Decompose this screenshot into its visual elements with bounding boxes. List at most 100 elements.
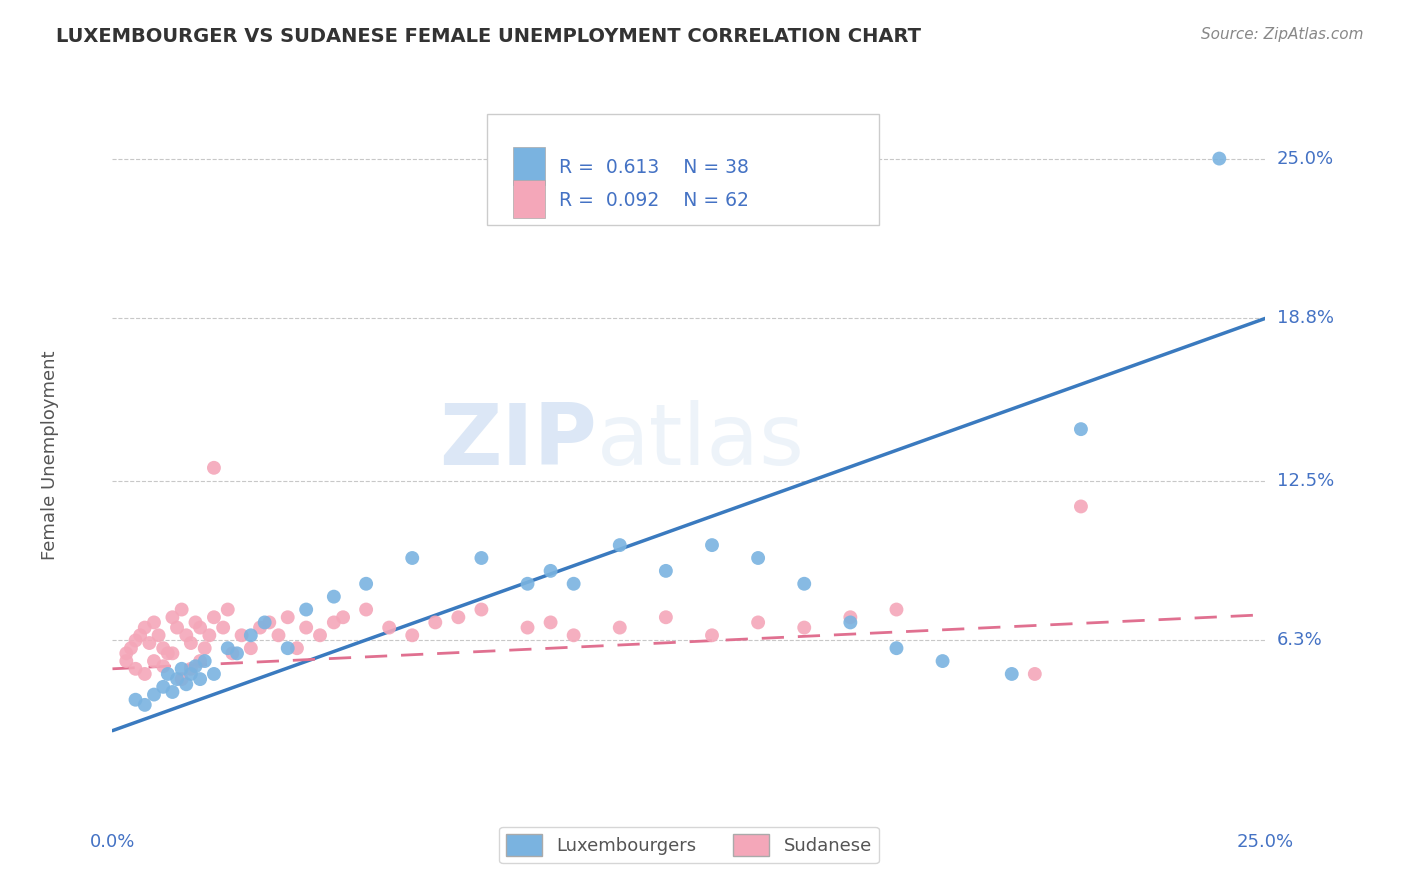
Point [1001,667,1024,681]
Point [839,615,862,630]
Point [793,621,815,635]
Point [655,610,678,624]
FancyBboxPatch shape [513,146,546,185]
Point [217,602,239,616]
Point [886,602,908,616]
Point [212,621,235,635]
Text: LUXEMBOURGER VS SUDANESE FEMALE UNEMPLOYMENT CORRELATION CHART: LUXEMBOURGER VS SUDANESE FEMALE UNEMPLOY… [56,27,921,45]
Text: 0.0%: 0.0% [90,833,135,851]
Point [562,576,585,591]
Point [194,654,217,668]
Point [124,662,146,676]
Point [886,641,908,656]
Point [143,615,166,630]
Point [295,602,318,616]
Text: 6.3%: 6.3% [1277,632,1322,649]
Point [239,628,262,642]
Point [562,628,585,642]
Point [277,641,299,656]
Point [188,621,211,635]
Point [162,610,184,624]
Point [152,641,174,656]
Point [470,551,492,566]
Point [609,621,631,635]
Point [540,615,562,630]
Point [174,677,197,691]
Point [134,698,156,712]
Point [277,610,299,624]
Point [148,628,170,642]
Point [166,672,188,686]
Point [152,680,174,694]
Point [231,628,253,642]
Point [1070,500,1092,514]
Point [115,654,138,668]
Point [425,615,447,630]
Point [253,615,276,630]
Point [143,654,166,668]
Point [120,641,142,656]
Point [138,636,160,650]
Point [184,659,207,673]
Point [332,610,354,624]
Point [134,667,156,681]
Point [124,633,146,648]
Point [322,615,344,630]
FancyBboxPatch shape [513,180,546,219]
Text: 25.0%: 25.0% [1237,833,1294,851]
Point [166,621,188,635]
Text: 18.8%: 18.8% [1277,310,1333,327]
Text: R =  0.092    N = 62: R = 0.092 N = 62 [558,192,748,211]
Text: Female Unemployment: Female Unemployment [41,351,59,559]
Point [217,641,239,656]
Point [354,576,377,591]
Point [162,685,184,699]
Text: Source: ZipAtlas.com: Source: ZipAtlas.com [1201,27,1364,42]
Point [180,636,202,650]
Point [295,621,318,635]
Point [239,641,262,656]
Point [793,576,815,591]
Point [747,551,769,566]
Point [202,460,225,475]
Point [188,672,211,686]
Text: R =  0.613    N = 38: R = 0.613 N = 38 [558,158,748,178]
Point [322,590,344,604]
Point [1024,667,1046,681]
Point [470,602,492,616]
Point [152,659,174,673]
Legend: Luxembourgers, Sudanese: Luxembourgers, Sudanese [499,827,879,863]
Point [143,688,166,702]
Point [354,602,377,616]
Point [655,564,678,578]
Point [202,610,225,624]
Point [156,667,179,681]
Point [249,621,271,635]
Point [194,641,217,656]
Point [180,662,202,676]
Point [540,564,562,578]
Point [170,662,193,676]
Point [1208,152,1230,166]
Point [839,610,862,624]
Point [378,621,401,635]
Point [309,628,332,642]
Point [516,576,538,591]
Point [259,615,281,630]
Point [184,615,207,630]
Point [609,538,631,552]
Point [188,654,211,668]
Point [124,692,146,706]
Point [221,646,243,660]
Point [115,646,138,660]
FancyBboxPatch shape [486,114,879,226]
Point [202,667,225,681]
Point [170,602,193,616]
Point [162,646,184,660]
Point [134,621,156,635]
Point [129,628,152,642]
Point [1070,422,1092,436]
Point [170,672,193,686]
Point [226,646,249,660]
Point [931,654,953,668]
